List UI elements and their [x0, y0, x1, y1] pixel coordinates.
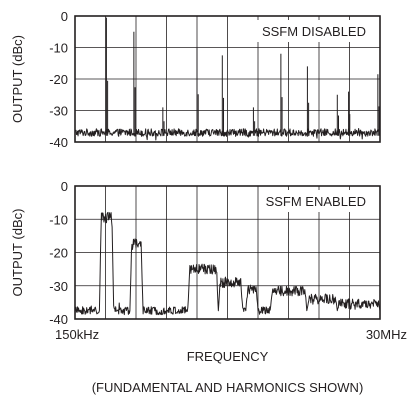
y-tick-label: -30	[49, 279, 68, 294]
y-tick-label: -20	[49, 72, 68, 87]
y-tick-label: -40	[49, 312, 68, 327]
panel-label-ssfm-disabled: SSFM DISABLED	[262, 24, 366, 39]
y-tick-label: -30	[49, 104, 68, 119]
legend-box-ssfm-enabled	[262, 190, 372, 212]
grid-ssfm-enabled	[75, 186, 380, 319]
y-ticks-ssfm-disabled: 0 -10 -20 -30 -40	[49, 9, 68, 150]
y-axis-label-ssfm-disabled: OUTPUT (dBc)	[10, 35, 25, 123]
spectrum-trace-ssfm-enabled	[74, 211, 381, 316]
panel-label-ssfm-enabled: SSFM ENABLED	[266, 194, 366, 209]
y-tick-label: -10	[49, 41, 68, 56]
y-tick-label: 0	[61, 9, 68, 24]
y-tick-label: -10	[49, 212, 68, 227]
spectrum-trace-ssfm-disabled	[74, 17, 381, 141]
y-ticks-ssfm-enabled: 0 -10 -20 -30 -40	[49, 179, 68, 327]
y-axis-label-ssfm-enabled: OUTPUT (dBc)	[10, 209, 25, 297]
y-tick-label: -40	[49, 135, 68, 150]
y-tick-label: 0	[61, 179, 68, 194]
panel-ssfm-disabled: 0 -10 -20 -30 -40 SSFM DISABLED OUTPUT (dBc)	[10, 9, 381, 150]
panel-ssfm-enabled: 0 -10 -20 -30 -40 SSFM ENABLED OUTPUT (dBc)	[10, 179, 381, 327]
figure-caption: (FUNDAMENTAL AND HARMONICS SHOWN)	[92, 380, 364, 395]
x-tick-start-label: 150kHz	[55, 327, 99, 342]
y-tick-label: -20	[49, 246, 68, 261]
legend-box-ssfm-disabled	[257, 20, 372, 42]
x-axis-label: FREQUENCY	[187, 349, 269, 364]
x-tick-end-label: 30MHz	[366, 327, 407, 342]
